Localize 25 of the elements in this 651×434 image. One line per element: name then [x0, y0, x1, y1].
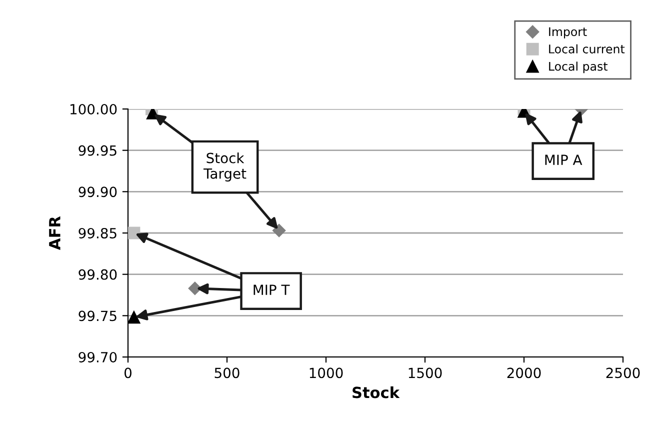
legend-label: Local current	[549, 44, 625, 54]
y-tick-label: 99.90	[78, 186, 117, 198]
y-tick-label: 99.80	[78, 269, 117, 280]
x-tick-label: 2000	[507, 368, 541, 378]
annotation: Stock Target	[203, 152, 246, 182]
y-tick-label: 99.85	[78, 228, 116, 238]
y-tick-label: 99.70	[78, 352, 117, 362]
legend-label: Import	[549, 27, 587, 38]
annotation: MIP T	[254, 284, 290, 295]
x-tick-label: 1000	[310, 368, 343, 378]
x-tick-label: 0	[124, 368, 132, 378]
point	[188, 282, 202, 295]
point	[272, 224, 286, 238]
x-tick-label: 500	[214, 368, 240, 378]
x-tick-label: 2500	[606, 368, 640, 378]
annotation: MIP A	[545, 154, 582, 165]
y-axis-title: AFR	[49, 216, 60, 250]
legend-label: Local past	[549, 62, 608, 74]
x-tick-label: 1500	[408, 368, 442, 378]
point	[128, 311, 140, 324]
x-axis-title: Stock	[352, 386, 400, 398]
point	[128, 226, 140, 240]
y-tick-label: 99.95	[78, 145, 116, 156]
y-tick-label: 99.75	[78, 310, 116, 322]
y-tick-label: 100.00	[70, 104, 117, 114]
